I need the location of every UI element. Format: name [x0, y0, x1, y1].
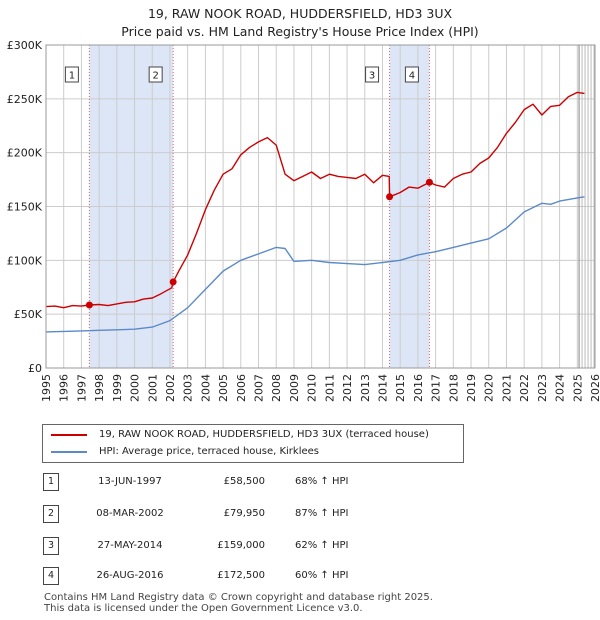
footer-license: This data is licensed under the Open Gov… [44, 603, 363, 614]
legend-label-property: 19, RAW NOOK ROAD, HUDDERSFIELD, HD3 3UX… [99, 429, 429, 440]
sale-date: 08-MAR-2002 [96, 508, 164, 519]
sale-label: 2 [148, 66, 163, 83]
x-tick-label: 2015 [394, 374, 407, 402]
x-tick-label: 2009 [288, 374, 301, 402]
x-tick-label: 2011 [323, 374, 336, 402]
sale-point [169, 278, 177, 286]
sale-date: 13-JUN-1997 [98, 476, 162, 487]
x-tick-label: 2018 [447, 374, 460, 402]
x-tick-label: 2025 [571, 374, 584, 402]
x-tick-label: 2005 [217, 374, 230, 402]
sale-label-box [148, 66, 163, 83]
sale-number-badge: 2 [43, 505, 59, 523]
footer-copyright: Contains HM Land Registry data © Crown c… [44, 592, 433, 603]
chart-series [45, 91, 585, 333]
x-tick-label: 2021 [500, 374, 513, 402]
legend-swatch-property [51, 434, 87, 436]
sale-labels: 1 2 3 4 [64, 66, 419, 83]
sale-hpi-change: 60% ↑ HPI [295, 570, 349, 581]
sale-hpi-change: 68% ↑ HPI [295, 476, 349, 487]
price-chart: 1 2 3 4 1995 1996 1997 1998 1999 2000 2001 2002 200… [7, 39, 600, 402]
chart-title: 19, RAW NOOK ROAD, HUDDERSFIELD, HD3 3UX [147, 6, 453, 21]
forecast-hatch [578, 45, 595, 368]
x-tick-label: 2019 [465, 374, 478, 402]
chart-axes: 1995 1996 1997 1998 1999 2000 2001 2002 2003 2004… [7, 39, 600, 402]
sale-label-text: 4 [409, 71, 415, 82]
y-tick-label: £150K [7, 201, 43, 214]
x-tick-label: 2023 [536, 374, 549, 402]
property-price-line [45, 91, 585, 309]
sale-label-text: 2 [152, 71, 158, 82]
y-tick-label: £200K [7, 147, 43, 160]
y-tick-label: £0 [28, 362, 42, 375]
sale-row: 3 27-MAY-2014 £159,000 62% ↑ HPI [40, 536, 420, 556]
x-tick-label: 1996 [58, 374, 71, 402]
sale-row: 4 26-AUG-2016 £172,500 60% ↑ HPI [40, 566, 420, 586]
sale-row: 2 08-MAR-2002 £79,950 87% ↑ HPI [40, 504, 420, 524]
x-tick-label: 2007 [253, 374, 266, 402]
chart-legend: 19, RAW NOOK ROAD, HUDDERSFIELD, HD3 3UX… [42, 424, 464, 463]
x-tick-label: 2001 [146, 374, 159, 402]
hpi-line [45, 196, 585, 333]
sale-point [425, 178, 433, 186]
x-tick-label: 2006 [235, 374, 248, 402]
x-tick-label: 2008 [270, 374, 283, 402]
x-tick-label: 2022 [518, 374, 531, 402]
legend-label-hpi: HPI: Average price, terraced house, Kirk… [99, 446, 320, 457]
sale-label-box [365, 66, 380, 83]
sale-label-box [404, 66, 419, 83]
sale-point [85, 301, 93, 309]
plot-frame [45, 44, 596, 369]
x-tick-label: 2014 [376, 374, 389, 402]
sale-price: £159,000 [217, 540, 265, 551]
y-tick-label: £300K [7, 39, 43, 52]
x-tick-label: 1998 [93, 374, 106, 402]
x-tick-label: 2026 [589, 374, 600, 402]
y-tick-label: £250K [7, 93, 43, 106]
x-tick-label: 2003 [182, 374, 195, 402]
x-tick-label: 2013 [359, 374, 372, 402]
x-tick-label: 2017 [430, 374, 443, 402]
sale-price: £58,500 [223, 476, 265, 487]
sale-number-badge: 1 [43, 473, 59, 491]
sale-label-box [64, 66, 79, 83]
sale-label: 4 [404, 66, 419, 83]
sale-number-badge: 3 [43, 537, 59, 555]
chart-subtitle: Price paid vs. HM Land Registry's House … [121, 24, 479, 39]
sale-price: £79,950 [223, 508, 265, 519]
x-tick-label: 2002 [164, 374, 177, 402]
sale-date: 26-AUG-2016 [96, 570, 164, 581]
x-tick-label: 2004 [199, 374, 212, 402]
y-tick-label: £50K [14, 308, 43, 321]
x-tick-label: 2012 [341, 374, 354, 402]
sale-label-text: 3 [369, 71, 375, 82]
x-tick-label: 2010 [306, 374, 319, 402]
x-tick-label: 2000 [129, 374, 142, 402]
sale-hpi-change: 87% ↑ HPI [295, 508, 349, 519]
sale-points [85, 178, 433, 309]
sale-label: 1 [64, 66, 79, 83]
y-tick-label: £100K [7, 254, 43, 267]
sale-label-text: 1 [69, 71, 75, 82]
sale-price: £172,500 [217, 570, 265, 581]
x-tick-label: 2016 [412, 374, 425, 402]
x-tick-label: 1997 [75, 374, 88, 402]
sale-label: 3 [365, 66, 380, 83]
x-tick-label: 1999 [111, 374, 124, 402]
sale-row: 1 13-JUN-1997 £58,500 68% ↑ HPI [40, 472, 420, 492]
x-tick-label: 2020 [483, 374, 496, 402]
sale-date: 27-MAY-2014 [97, 540, 163, 551]
sale-hpi-change: 62% ↑ HPI [295, 540, 349, 551]
x-tick-label: 1995 [40, 374, 53, 402]
legend-swatch-hpi [51, 451, 87, 453]
sale-number-badge: 4 [43, 567, 59, 585]
x-tick-label: 2024 [554, 374, 567, 402]
sale-point [386, 193, 394, 201]
